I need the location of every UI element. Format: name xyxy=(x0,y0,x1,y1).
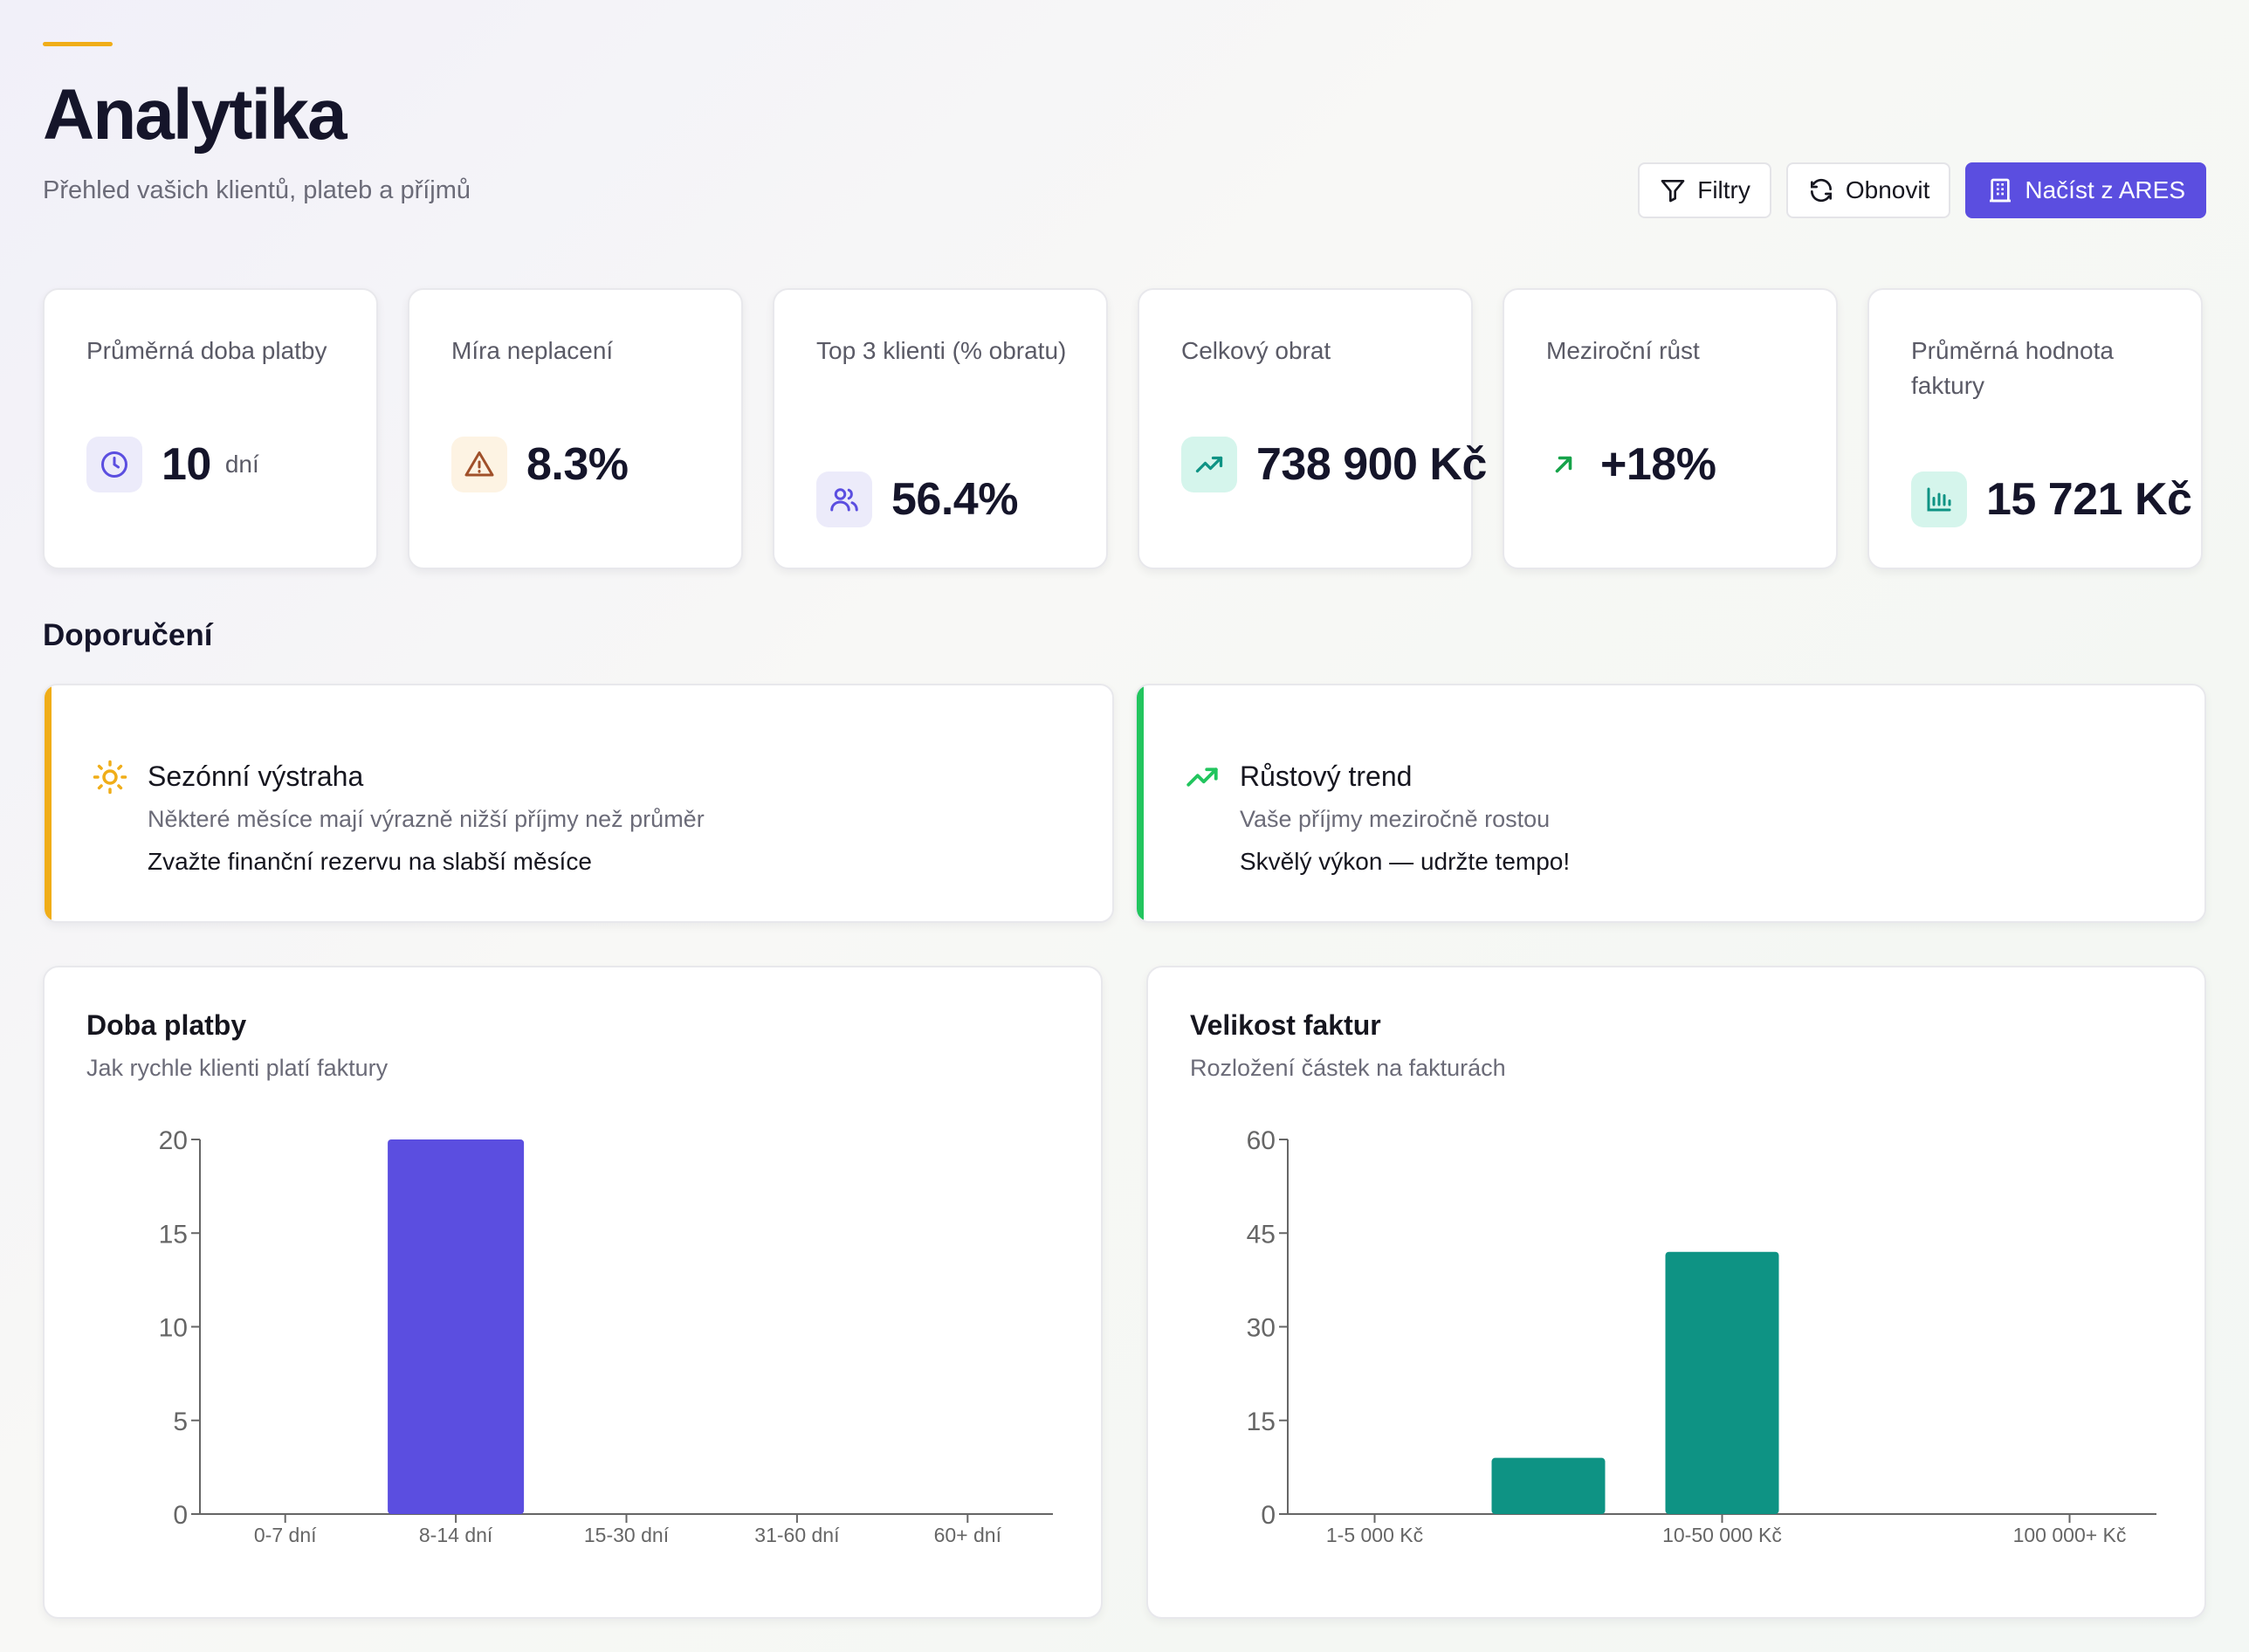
y-tick-label: 60 xyxy=(1247,1126,1276,1155)
recommendations-title: Doporučení xyxy=(43,618,213,652)
refresh-icon xyxy=(1810,178,1832,203)
y-tick-label: 20 xyxy=(159,1126,188,1155)
warning-icon xyxy=(451,437,507,492)
kpi-value: +18% xyxy=(1600,439,1716,490)
x-tick-label: 15-30 dní xyxy=(584,1524,670,1546)
recommendation-growth: Růstový trend Vaše příjmy meziročně rost… xyxy=(1135,684,2206,923)
x-tick-label: 0-7 dní xyxy=(254,1524,317,1546)
kpi-value: 738 900 Kč xyxy=(1256,439,1487,490)
header-actions: Filtry Obnovit Načíst z ARES xyxy=(1638,162,2206,218)
y-tick-label: 15 xyxy=(159,1220,188,1249)
recommendation-note: Skvělý výkon — udržte tempo! xyxy=(1240,848,1571,875)
refresh-button[interactable]: Obnovit xyxy=(1785,162,1951,218)
kpi-card-top3-clients: Top 3 klienti (% obratu) 56.4% xyxy=(773,288,1108,569)
building-icon xyxy=(1990,178,2012,203)
kpi-card-nonpayment-rate: Míra neplacení 8.3% xyxy=(408,288,743,569)
recommendation-seasonal: Sezónní výstraha Některé měsíce mají výr… xyxy=(43,684,1114,923)
x-tick-label: 100 000+ Kč xyxy=(2013,1524,2127,1546)
clock-icon xyxy=(86,437,142,492)
chart-title: Velikost faktur xyxy=(1190,1009,1381,1041)
y-tick-label: 0 xyxy=(1261,1501,1276,1530)
recommendation-description: Vaše příjmy meziročně rostou xyxy=(1240,806,1551,832)
bar-chart-icon xyxy=(1911,472,1967,527)
charts-row: Doba platby Jak rychle klienti platí fak… xyxy=(43,966,2206,1619)
kpi-card-yoy-growth: Meziroční růst +18% xyxy=(1503,288,1838,569)
recommendation-note: Zvažte finanční rezervu na slabší měsíce xyxy=(148,848,592,875)
kpi-card-avg-payment: Průměrná doba platby 10 dní xyxy=(43,288,378,569)
trending-up-icon xyxy=(1186,767,1218,787)
filters-button-label: Filtry xyxy=(1697,176,1750,203)
payment-time-chart: 0 5 10 15 20 0-7 dní 8-14 dní 15-30 dní 31-60 dn… xyxy=(159,1126,1053,1546)
load-ares-button-label: Načíst z ARES xyxy=(2025,176,2185,203)
kpi-card-avg-invoice: Průměrná hodnota faktury 15 721 Kč xyxy=(1867,288,2203,569)
kpi-label: Míra neplacení xyxy=(451,337,614,364)
load-ares-button[interactable]: Načíst z ARES xyxy=(1965,162,2206,218)
recommendation-description: Některé měsíce mají výrazně nižší příjmy… xyxy=(148,806,705,832)
bar xyxy=(1665,1251,1779,1514)
y-tick-label: 10 xyxy=(159,1314,188,1343)
kpi-label: Celkový obrat xyxy=(1181,337,1331,364)
kpi-value: 15 721 Kč xyxy=(1986,474,2192,525)
filters-button[interactable]: Filtry xyxy=(1638,162,1771,218)
y-tick-label: 30 xyxy=(1247,1314,1276,1343)
trending-up-icon xyxy=(1181,437,1237,492)
kpi-label: Top 3 klienti (% obratu) xyxy=(816,337,1067,364)
chart-title: Doba platby xyxy=(86,1009,247,1041)
kpi-cards: Průměrná doba platby 10 dní Míra neplace… xyxy=(43,288,2203,569)
chart-subtitle: Rozložení částek na fakturách xyxy=(1190,1055,1506,1081)
y-tick-label: 5 xyxy=(173,1408,188,1436)
kpi-label: Průměrná hodnota faktury xyxy=(1911,337,2114,399)
x-tick-label: 1-5 000 Kč xyxy=(1326,1524,1423,1546)
invoice-size-card: Velikost faktur Rozložení částek na fakt… xyxy=(1146,966,2206,1619)
arrow-up-right-icon xyxy=(1546,437,1581,492)
kpi-card-total-turnover: Celkový obrat 738 900 Kč xyxy=(1138,288,1487,569)
users-icon xyxy=(816,472,872,527)
x-tick-label: 60+ dní xyxy=(934,1524,1002,1546)
kpi-value: 8.3% xyxy=(526,439,629,490)
y-tick-label: 0 xyxy=(173,1501,188,1530)
recommendation-title: Růstový trend xyxy=(1240,761,1413,792)
payment-time-card: Doba platby Jak rychle klienti platí fak… xyxy=(43,966,1103,1619)
recommendation-title: Sezónní výstraha xyxy=(148,761,364,792)
filter-icon xyxy=(1661,180,1685,203)
kpi-label: Průměrná doba platby xyxy=(86,337,327,364)
y-tick-label: 45 xyxy=(1247,1220,1276,1249)
kpi-value: 10 xyxy=(162,439,211,490)
title-accent-line xyxy=(43,42,113,46)
page-title: Analytika xyxy=(43,75,347,155)
x-tick-label: 8-14 dní xyxy=(419,1524,493,1546)
x-tick-label: 31-60 dní xyxy=(754,1524,840,1546)
chart-subtitle: Jak rychle klienti platí faktury xyxy=(86,1055,389,1081)
x-tick-label: 10-50 000 Kč xyxy=(1662,1524,1782,1546)
kpi-label: Meziroční růst xyxy=(1546,337,1700,364)
kpi-unit: dní xyxy=(224,451,259,478)
bar xyxy=(388,1139,525,1514)
invoice-size-chart: 0 15 30 45 60 1-5 000 Kč 10-50 000 Kč 100 000+ … xyxy=(1247,1126,2156,1546)
y-tick-label: 15 xyxy=(1247,1408,1276,1436)
bar xyxy=(1491,1457,1606,1514)
page-subtitle: Přehled vašich klientů, plateb a příjmů xyxy=(43,176,471,204)
kpi-value: 56.4% xyxy=(891,474,1018,525)
refresh-button-label: Obnovit xyxy=(1845,176,1930,203)
recommendations-list: Sezónní výstraha Některé měsíce mají výr… xyxy=(43,684,2206,923)
sun-icon xyxy=(93,760,127,795)
